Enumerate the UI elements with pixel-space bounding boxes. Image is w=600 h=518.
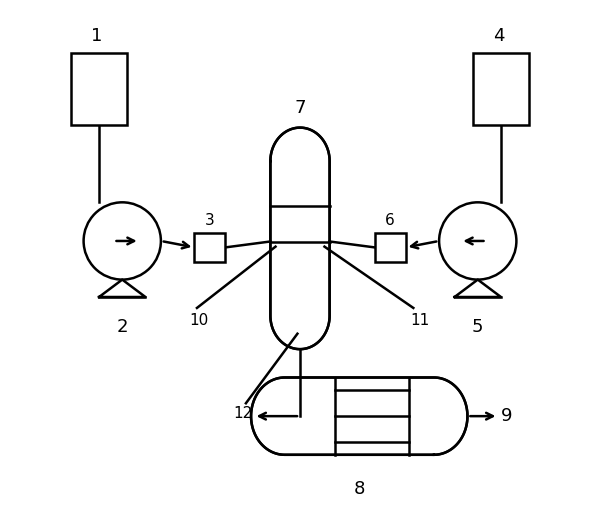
Text: 4: 4 xyxy=(493,27,504,45)
Polygon shape xyxy=(271,127,329,349)
Text: 2: 2 xyxy=(116,318,128,336)
Bar xyxy=(473,53,529,125)
Text: 3: 3 xyxy=(205,213,215,228)
Text: 10: 10 xyxy=(189,313,208,328)
Circle shape xyxy=(83,203,161,280)
Text: 12: 12 xyxy=(233,406,252,421)
Text: 1: 1 xyxy=(91,27,102,45)
Bar xyxy=(375,233,406,262)
Text: 5: 5 xyxy=(472,318,484,336)
Text: 6: 6 xyxy=(385,213,395,228)
Text: 8: 8 xyxy=(353,480,365,498)
Bar xyxy=(71,53,127,125)
Polygon shape xyxy=(251,378,467,455)
Text: 9: 9 xyxy=(501,407,512,425)
Text: 7: 7 xyxy=(294,99,306,117)
Bar xyxy=(194,233,225,262)
Circle shape xyxy=(439,203,517,280)
Text: 11: 11 xyxy=(411,313,430,328)
